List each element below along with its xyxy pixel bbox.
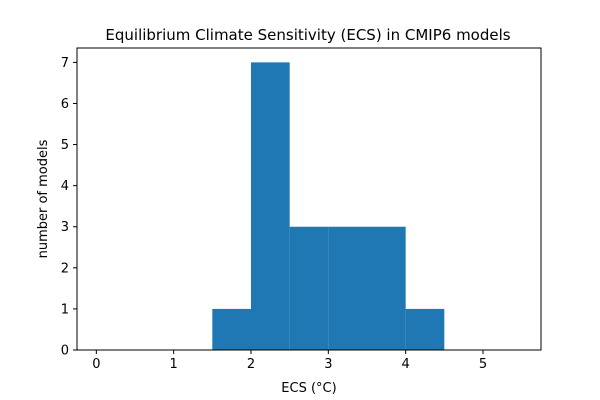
y-tick-label: 3: [61, 220, 69, 235]
y-tick-label: 2: [61, 261, 69, 276]
histogram-bar: [212, 308, 251, 350]
y-tick-label: 5: [61, 138, 69, 153]
y-axis-ticks: 0 1 2 3 4 5 6 7: [61, 56, 77, 359]
histogram-bar: [367, 226, 406, 350]
plot-frame: [76, 47, 542, 351]
y-tick-label: 0: [61, 344, 69, 359]
y-tick-label: 4: [61, 179, 69, 194]
x-axis-ticks: 0 1 2 3 4 5: [92, 350, 487, 372]
x-tick-label: 5: [479, 357, 487, 372]
histogram-bar: [405, 308, 445, 350]
y-tick-label: 1: [61, 302, 69, 317]
x-tick-label: 3: [324, 357, 332, 372]
bars-group: [212, 62, 445, 350]
histogram-bar: [251, 62, 290, 350]
x-tick-label: 2: [247, 357, 255, 372]
x-axis-label: ECS (°C): [281, 381, 336, 396]
histogram-bar: [328, 226, 367, 350]
x-tick-label: 1: [170, 357, 178, 372]
y-tick-label: 7: [61, 56, 69, 71]
chart-title: Equilibrium Climate Sensitivity (ECS) in…: [105, 26, 510, 44]
y-axis-label: number of models: [36, 139, 51, 258]
x-tick-label: 4: [402, 357, 410, 372]
x-tick-label: 0: [92, 357, 100, 372]
histogram-bar: [289, 226, 329, 350]
y-tick-label: 6: [61, 97, 69, 112]
